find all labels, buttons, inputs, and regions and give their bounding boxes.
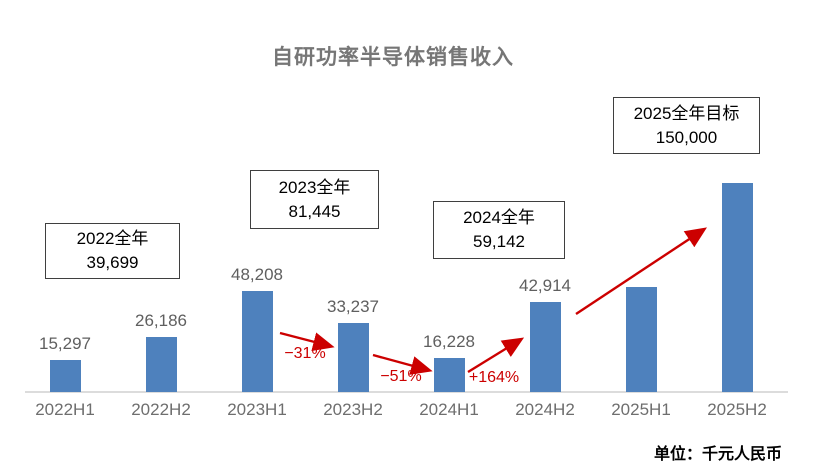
x-axis-line xyxy=(25,391,788,393)
annotation-box-2025-target: 2025全年目标 150,000 xyxy=(613,97,760,154)
annotation-box-2022-total: 2022全年 39,699 xyxy=(45,223,180,279)
change-label-plus-164: +164% xyxy=(468,369,520,386)
bar-2023H2 xyxy=(337,323,369,392)
unit-note: 单位：千元人民币 xyxy=(653,446,782,463)
bar-label-2022H2: 26,186 xyxy=(135,311,187,330)
x-tick-2022H2: 2022H2 xyxy=(131,400,191,419)
change-label-minus-51: −51% xyxy=(380,368,422,385)
bar-2022H2 xyxy=(145,337,177,392)
annotation-box-2023-value: 81,445 xyxy=(288,201,341,221)
annotation-box-2025-value: 150,000 xyxy=(655,127,718,147)
annotation-box-2024-label: 2024全年 xyxy=(463,208,535,227)
x-tick-2024H1: 2024H1 xyxy=(419,400,479,419)
annotation-box-2025-label: 2025全年目标 xyxy=(633,103,740,123)
bar-2022H1 xyxy=(49,360,81,392)
bar-label-2022H1: 15,297 xyxy=(39,334,91,353)
annotation-box-2024-value: 59,142 xyxy=(473,232,525,251)
annotation-box-2022-label: 2022全年 xyxy=(76,229,149,248)
bar-label-2023H1: 48,208 xyxy=(231,265,283,284)
x-tick-2025H1: 2025H1 xyxy=(611,400,671,419)
bar-label-2023H2: 33,237 xyxy=(327,297,379,316)
bar-2024H1 xyxy=(433,358,465,392)
bar-label-2024H1: 16,228 xyxy=(423,332,475,351)
x-tick-2023H1: 2023H1 xyxy=(227,400,287,419)
annotation-box-2024-total: 2024全年 59,142 xyxy=(433,201,565,259)
bar-2024H2 xyxy=(529,302,561,392)
bar-2023H1 xyxy=(241,291,273,392)
x-tick-2025H2: 2025H2 xyxy=(707,400,767,419)
bar-2025H2 xyxy=(721,183,753,392)
change-label-minus-31: −31% xyxy=(284,345,326,362)
bar-2025H1 xyxy=(625,287,657,392)
x-tick-2024H2: 2024H2 xyxy=(515,400,575,419)
annotation-box-2022-value: 39,699 xyxy=(86,253,139,272)
annotation-box-2023-label: 2023全年 xyxy=(278,177,351,197)
bar-label-2024H2: 42,914 xyxy=(519,276,571,295)
x-tick-2023H2: 2023H2 xyxy=(323,400,383,419)
x-tick-2022H1: 2022H1 xyxy=(35,400,95,419)
chart-title: 自研功率半导体销售收入 xyxy=(272,46,514,69)
annotation-box-2023-total: 2023全年 81,445 xyxy=(250,170,379,229)
